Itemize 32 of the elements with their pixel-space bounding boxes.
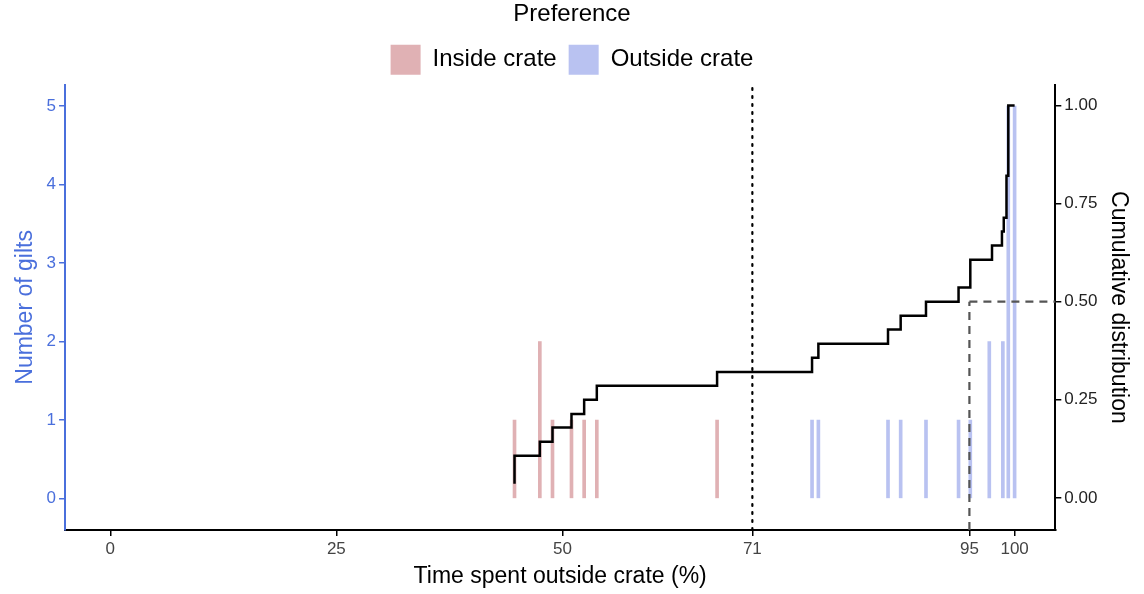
y2-tick-label: 0.75 [1064, 193, 1098, 213]
y2-tick-label: 0.25 [1064, 389, 1098, 409]
bar [810, 419, 814, 499]
bar [886, 419, 890, 499]
y-tick-label: 3 [46, 252, 57, 272]
legend-label: Outside crate [610, 44, 754, 72]
x-tick-label: 71 [742, 538, 762, 558]
y-axis-title: Number of gilts [11, 230, 38, 385]
bar [898, 419, 903, 499]
legend-title: Preference [513, 0, 631, 26]
y2-tick-label: 0.00 [1064, 487, 1098, 507]
y2-tick-label: 1.00 [1064, 95, 1098, 115]
x-tick-label: 0 [105, 538, 116, 558]
y-tick-label: 5 [46, 95, 57, 115]
bar [987, 341, 992, 499]
y-tick-label: 2 [46, 331, 57, 351]
bar [582, 419, 586, 499]
y2-tick-label: 0.50 [1064, 291, 1098, 311]
bar [715, 419, 719, 499]
x-axis-title: Time spent outside crate (%) [413, 561, 707, 588]
bar [594, 419, 599, 499]
x-tick-label: 100 [1000, 538, 1029, 558]
bar [924, 419, 928, 499]
x-tick-label: 50 [552, 538, 572, 558]
x-tick-label: 25 [326, 538, 346, 558]
legend-label: Inside crate [432, 44, 557, 72]
x-tick-label: 95 [959, 538, 979, 558]
y-tick-label: 4 [46, 174, 57, 194]
bar [538, 341, 542, 499]
y-tick-label: 0 [46, 488, 57, 508]
y2-axis-title: Cumulative distribution [1106, 191, 1133, 424]
y-tick-label: 1 [46, 409, 57, 429]
